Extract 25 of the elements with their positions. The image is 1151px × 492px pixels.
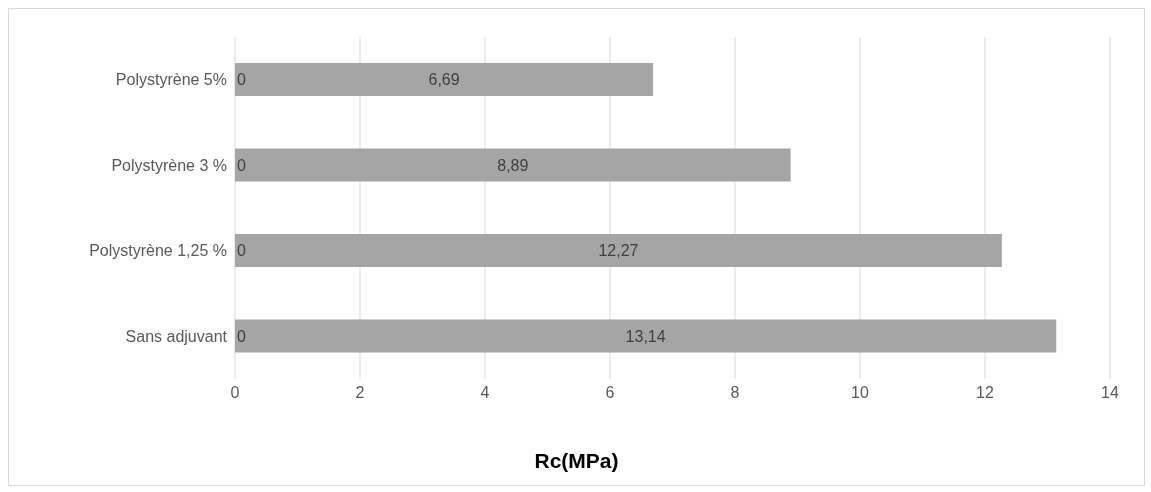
- y-tick-label: Polystyrène 3 %: [111, 156, 227, 174]
- bar: [235, 148, 791, 182]
- y-tick-label: Sans adjuvant: [125, 327, 228, 345]
- bar: [235, 319, 1057, 353]
- x-tick-label: 6: [605, 384, 615, 402]
- data-label: 12,27: [598, 242, 639, 260]
- data-label: 0: [237, 242, 246, 260]
- data-label: 0: [237, 71, 246, 89]
- x-tick-label: 0: [230, 384, 240, 402]
- x-tick-label: 14: [1101, 384, 1119, 402]
- y-tick-label: Polystyrène 1,25 %: [89, 242, 227, 260]
- data-label: 6,69: [428, 71, 460, 89]
- bar: [235, 63, 654, 96]
- x-tick-label: 8: [730, 384, 740, 402]
- x-tick-label: 12: [976, 384, 994, 402]
- y-tick-label: Polystyrène 5%: [115, 71, 227, 89]
- data-label: 8,89: [497, 156, 529, 174]
- x-tick-label: 4: [480, 384, 490, 402]
- bar: [235, 234, 1002, 267]
- x-tick-label: 10: [851, 384, 869, 402]
- data-label: 0: [237, 156, 246, 174]
- x-axis-title: Rc(MPa): [533, 449, 620, 473]
- data-label: 0: [237, 327, 246, 345]
- x-tick-label: 2: [355, 384, 365, 402]
- data-label: 13,14: [625, 327, 666, 345]
